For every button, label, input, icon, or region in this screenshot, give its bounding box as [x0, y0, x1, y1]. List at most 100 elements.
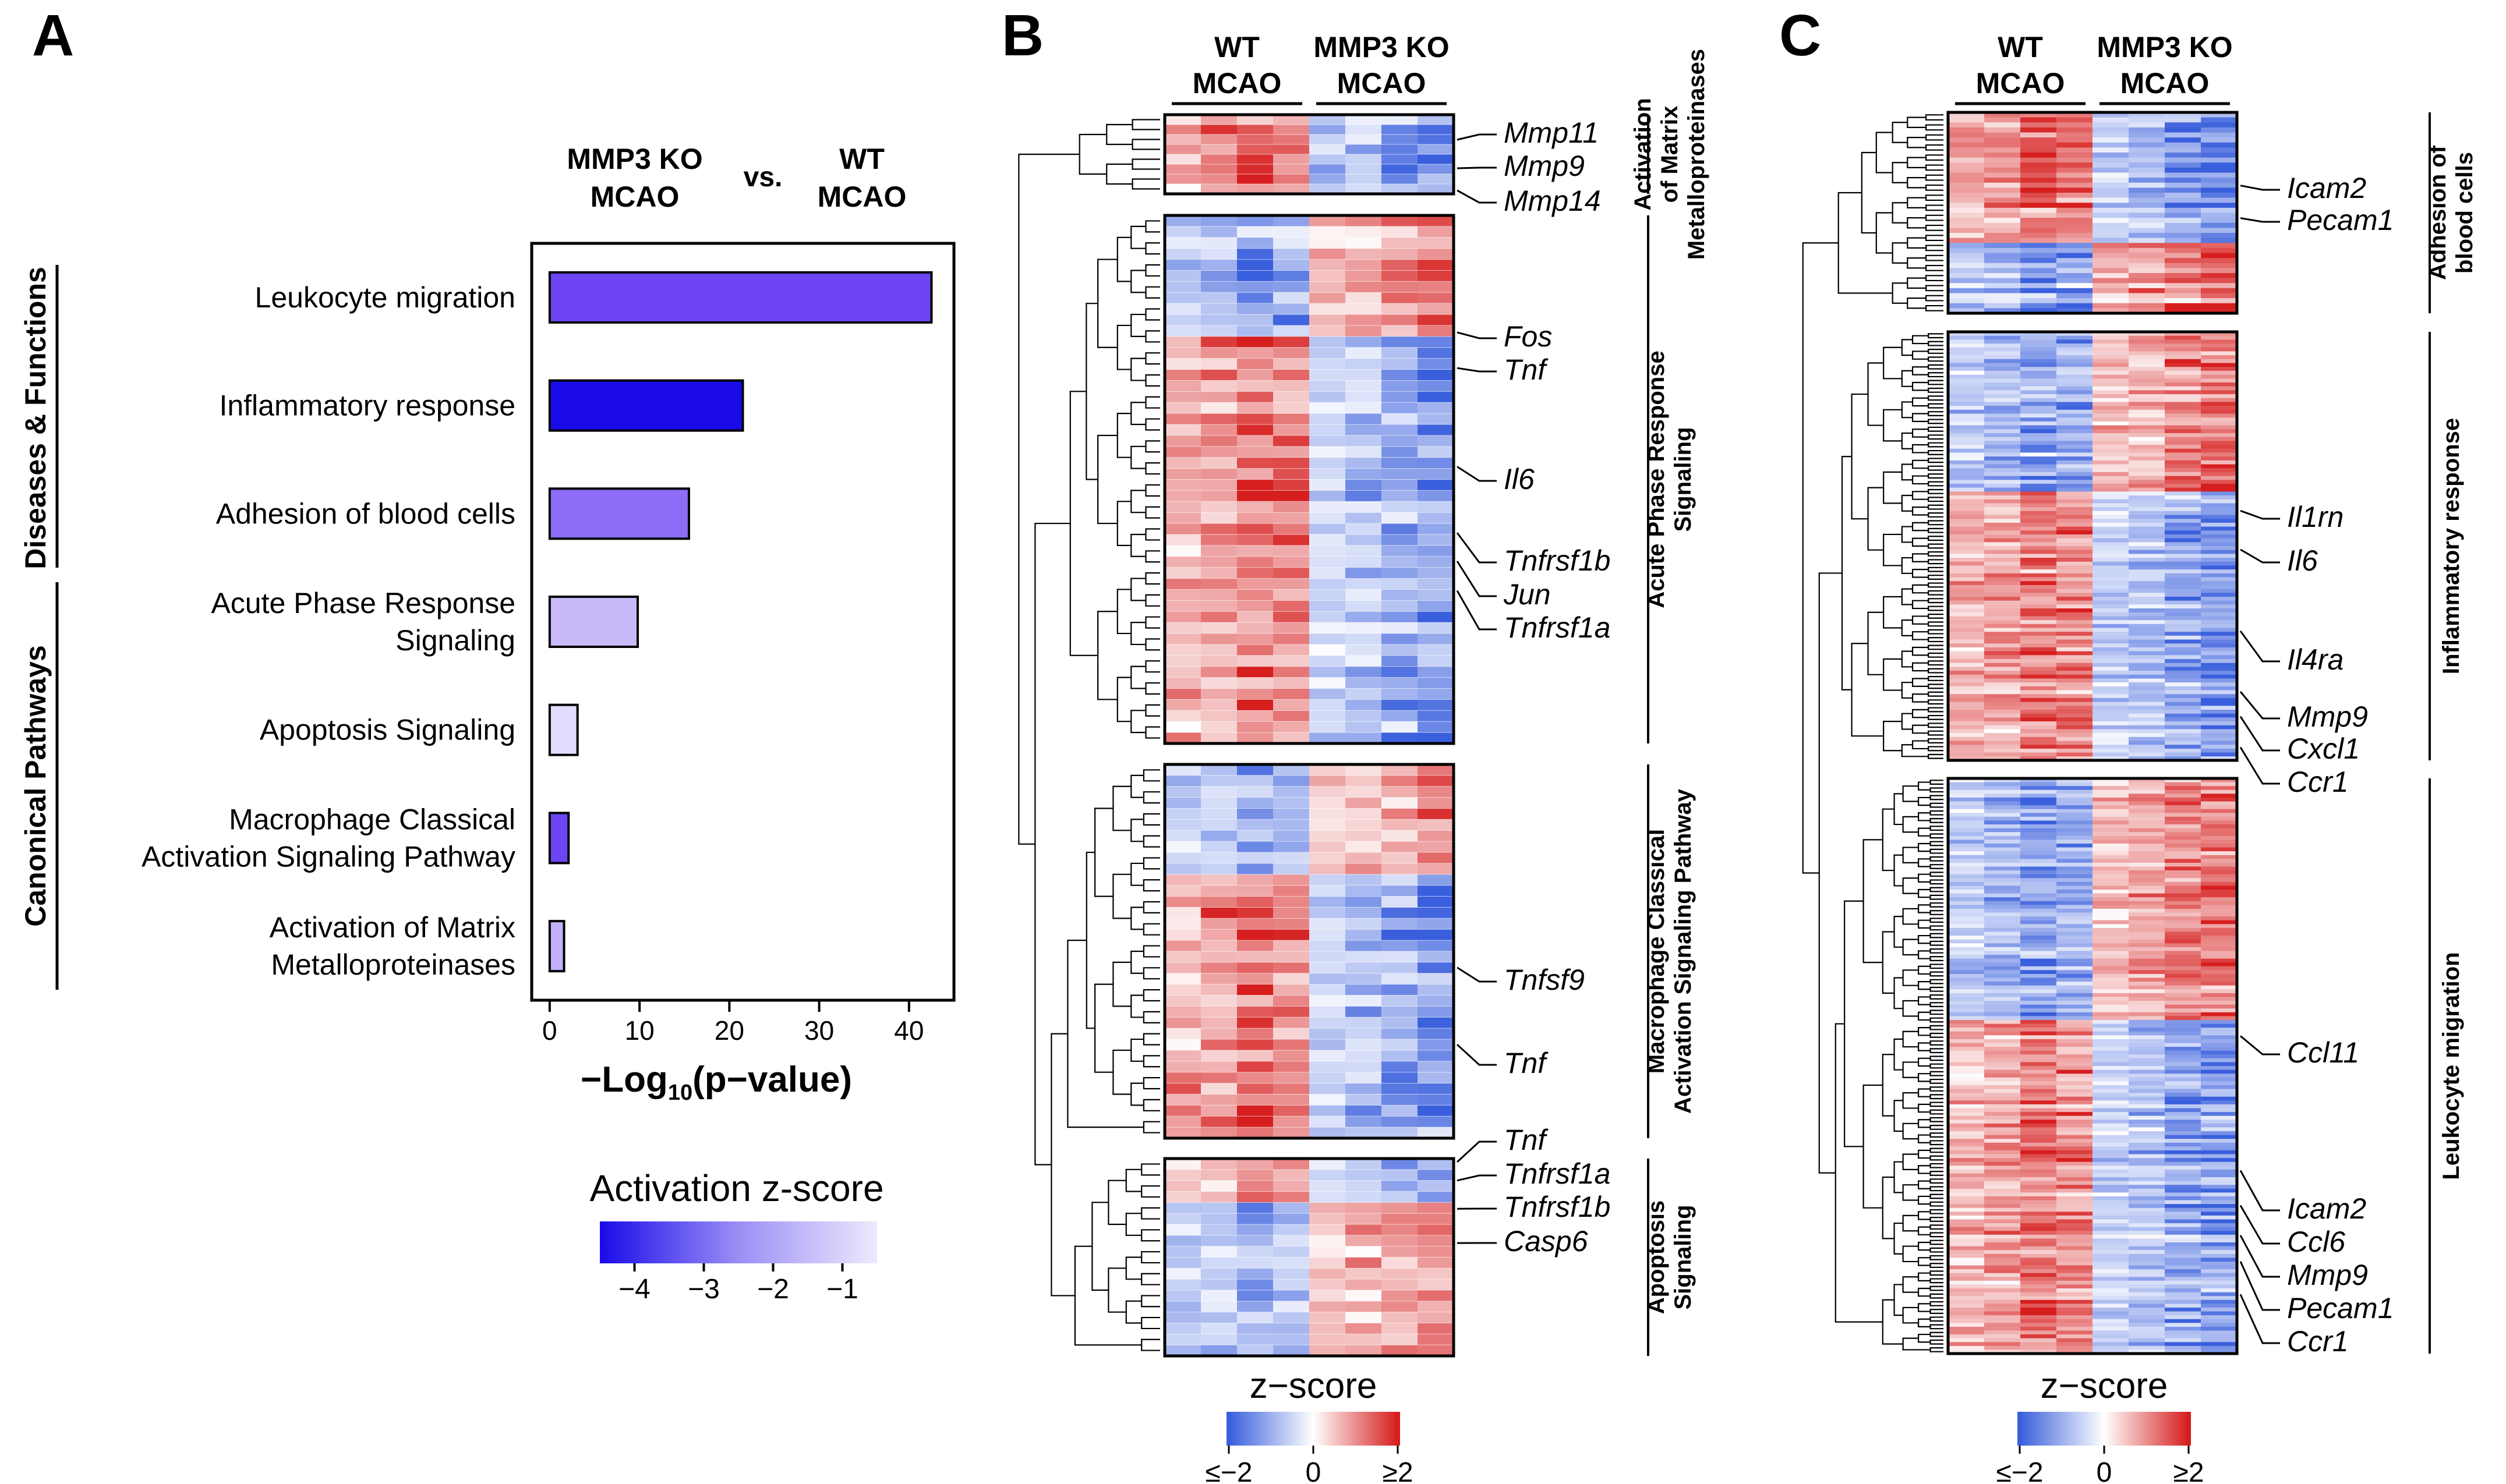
heatmap-cell: [1381, 226, 1418, 238]
heatmap-cell: [1309, 940, 1346, 952]
heatmap-cell: [1984, 546, 2021, 551]
dendrogram-branch: [1918, 842, 1931, 852]
heatmap-cell: [2201, 1150, 2238, 1155]
heatmap-cell: [1165, 841, 1201, 853]
colorbar-gradient: [1229, 1412, 1398, 1446]
heatmap-cell: [2129, 1227, 2165, 1231]
heatmap-cell: [2129, 1277, 2165, 1281]
heatmap-cell: [2165, 1261, 2201, 1266]
heatmap-cell: [1984, 678, 2021, 683]
heatmap-cell: [1948, 924, 1985, 929]
heatmap-cell: [2201, 347, 2238, 352]
heatmap-cell: [1948, 778, 1985, 783]
heatmap-cell: [2129, 203, 2165, 208]
heatmap-cell: [1165, 1235, 1201, 1247]
heatmap-cell: [2020, 1238, 2057, 1243]
heatmap-cell: [2093, 157, 2129, 163]
heatmap-cell: [2056, 263, 2093, 268]
heatmap-cell: [1309, 174, 1346, 185]
heatmap-cell: [1237, 380, 1274, 392]
dendrogram-branch: [1902, 1184, 1919, 1201]
heatmap-cell: [1201, 468, 1238, 480]
dendrogram-branch: [1929, 1209, 1943, 1214]
panel-c-dendrogram: [1802, 114, 1943, 1352]
heatmap-cell: [2020, 561, 2057, 566]
heatmap-cell: [2165, 268, 2201, 274]
heatmap-cell: [1309, 314, 1346, 326]
dendrogram-branch: [1901, 401, 1913, 419]
heatmap-cell: [1201, 1116, 1238, 1128]
heatmap-cell: [2129, 977, 2165, 982]
heatmap-cell: [2056, 920, 2093, 925]
heatmap-cell: [2056, 855, 2093, 859]
heatmap-cell: [1984, 503, 2021, 508]
heatmap-cell: [1381, 995, 1418, 1007]
dendrogram-branch: [1918, 1088, 1931, 1097]
heatmap-cell: [1948, 558, 1985, 562]
category-label-apoptosis-signaling: Apoptosis Signaling: [260, 714, 515, 746]
heatmap-cell: [2201, 1345, 2238, 1351]
heatmap-cell: [2020, 840, 2057, 844]
heatmap-cell: [1201, 710, 1238, 722]
heatmap-cell: [1984, 495, 2021, 500]
heatmap-cell: [2093, 522, 2129, 527]
heatmap-cell: [1984, 893, 2021, 898]
heatmap-cell: [2165, 1035, 2201, 1040]
heatmap-cell: [2020, 682, 2057, 687]
heatmap-cell: [2093, 624, 2129, 629]
heatmap-cell: [1309, 1224, 1346, 1236]
heatmap-cell: [1984, 117, 2021, 123]
gene-leader-line: [2239, 716, 2280, 752]
heatmap-cell: [2201, 820, 2238, 825]
heatmap-cell: [1984, 1004, 2021, 1009]
heatmap-cell: [1984, 912, 2021, 917]
heatmap-cell: [2165, 162, 2201, 168]
heatmap-cell: [2201, 253, 2238, 258]
gene-label-fos: Fos: [1504, 320, 1552, 353]
heatmap-cell: [1948, 647, 1985, 652]
heatmap-cell: [1345, 154, 1382, 165]
heatmap-cell: [2093, 1077, 2129, 1082]
heatmap-cell: [1165, 125, 1201, 135]
heatmap-cell: [1273, 710, 1310, 722]
heatmap-cell: [1984, 398, 2021, 403]
heatmap-cell: [1948, 916, 1985, 921]
heatmap-cell: [1948, 870, 1985, 875]
heatmap-cell: [1237, 545, 1274, 557]
panel-label-b: B: [1002, 3, 1044, 68]
heatmap-cell: [2020, 247, 2057, 254]
heatmap-cell: [1165, 589, 1201, 601]
heatmap-cell: [2165, 916, 2201, 921]
heatmap-cell: [1237, 600, 1274, 612]
heatmap-cell: [2020, 920, 2057, 925]
heatmap-cell: [2020, 1342, 2057, 1347]
heatmap-cell: [2129, 947, 2165, 951]
heatmap-cell: [2201, 538, 2238, 543]
heatmap-cell: [1948, 697, 1985, 703]
heatmap-cell: [2201, 247, 2238, 254]
heatmap-cell: [2165, 805, 2201, 810]
heatmap-cell: [1984, 643, 2021, 648]
dendrogram-branch: [1145, 726, 1160, 739]
heatmap-cell: [1984, 464, 2021, 469]
heatmap-cell: [1984, 1334, 2021, 1339]
heatmap-cell: [1237, 1039, 1274, 1051]
heatmap-cell: [1948, 816, 1985, 821]
heatmap-cell: [1418, 578, 1454, 590]
heatmap-cell: [1237, 369, 1274, 381]
heatmap-cell: [1984, 920, 2021, 925]
heatmap-cell: [2020, 1315, 2057, 1320]
heatmap-cell: [1345, 281, 1382, 293]
heatmap-cell: [2093, 243, 2129, 249]
dendrogram-branch: [1929, 1301, 1943, 1306]
dendrogram-branch: [1141, 1163, 1160, 1176]
heatmap-cell: [2093, 593, 2129, 597]
heatmap-cell: [1948, 332, 1985, 337]
heatmap-cell: [1418, 1159, 1454, 1170]
heatmap-cell: [1984, 1177, 2021, 1182]
block-label-acute-phase-response: Acute Phase Response: [1643, 350, 1669, 608]
heatmap-cell: [2093, 565, 2129, 570]
heatmap-cell: [2129, 335, 2165, 340]
heatmap-cell: [1345, 885, 1382, 897]
heatmap-cell: [2129, 589, 2165, 593]
